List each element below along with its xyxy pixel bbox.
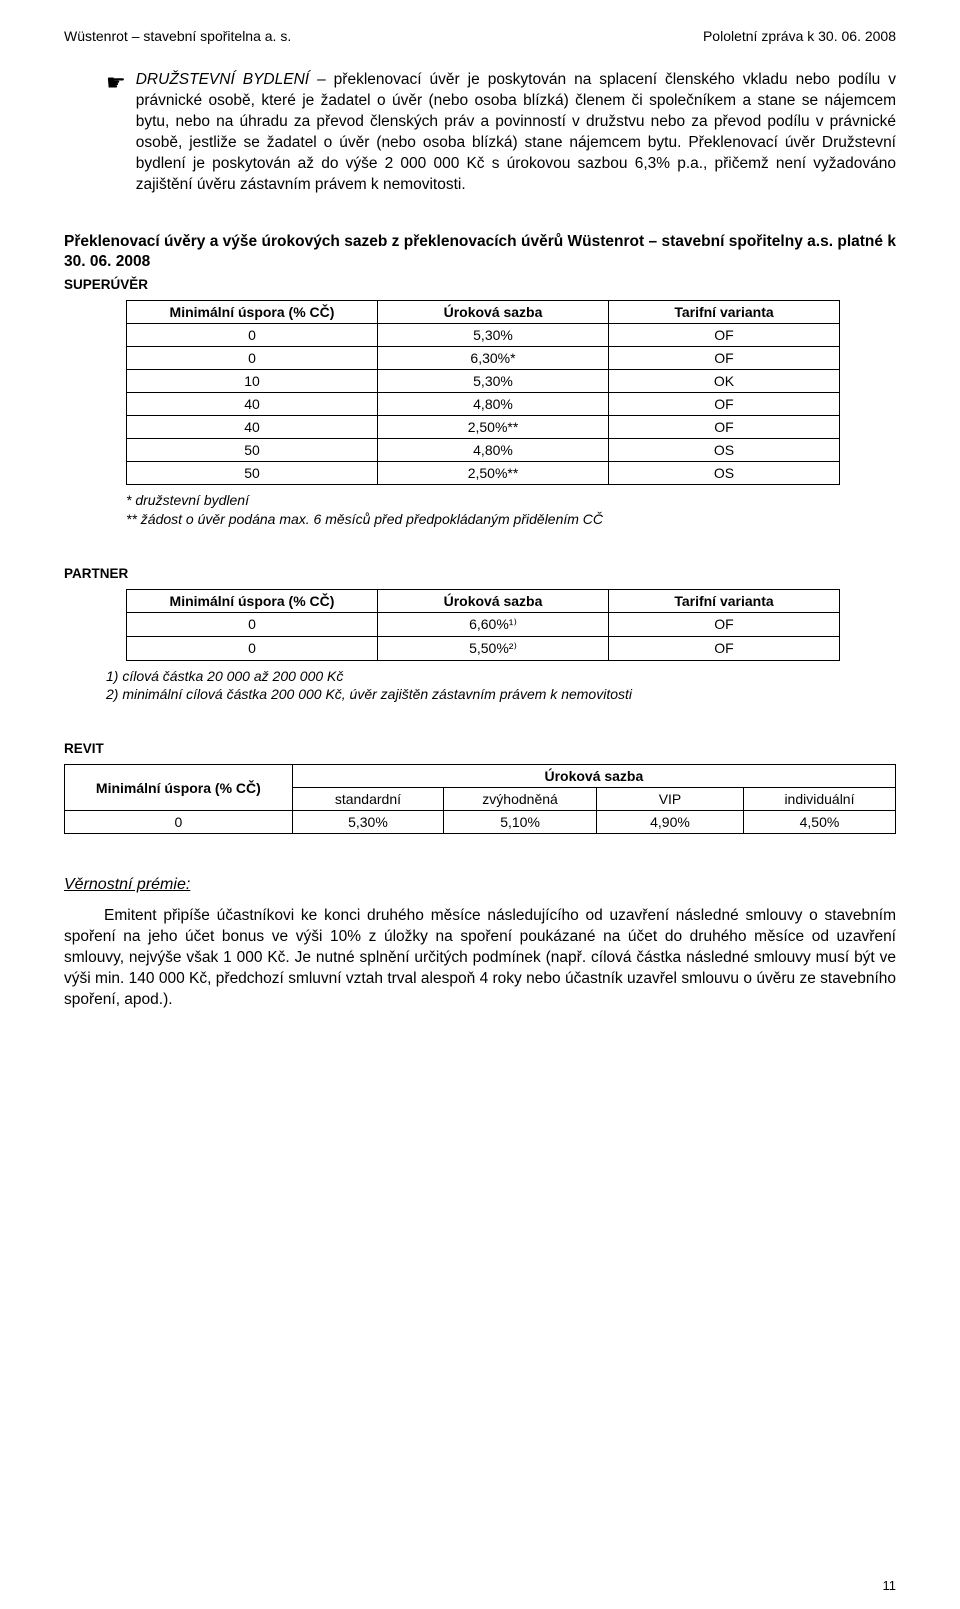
partner-label: PARTNER: [64, 566, 896, 581]
partner-footnotes: 1) cílová částka 20 000 až 200 000 Kč 2)…: [106, 667, 896, 703]
revit-col-rate: Úroková sazba: [292, 765, 895, 788]
table-cell: OK: [609, 370, 840, 393]
bullet-paragraph: ☛ DRUŽSTEVNÍ BYDLENÍ – překlenovací úvěr…: [106, 70, 896, 196]
page-header: Wüstenrot – stavební spořitelna a. s. Po…: [64, 28, 896, 44]
table-cell: OF: [609, 636, 840, 660]
revit-sub-3: individuální: [743, 788, 895, 811]
partner-foot2: 2) minimální cílová částka 200 000 Kč, ú…: [106, 685, 896, 703]
table-cell: 10: [127, 370, 378, 393]
partner-body: 06,60%¹⁾OF05,50%²⁾OF: [127, 612, 840, 660]
revit-sub-2: VIP: [597, 788, 744, 811]
bullet-rest: – překlenovací úvěr je poskytován na spl…: [136, 71, 896, 193]
partner-col-2: Tarifní varianta: [609, 589, 840, 612]
table-cell: 0: [127, 347, 378, 370]
revit-row-4: 4,50%: [743, 811, 895, 834]
table-cell: 5,30%: [378, 324, 609, 347]
table-row: 504,80%OS: [127, 439, 840, 462]
super-body: 05,30%OF06,30%*OF105,30%OK404,80%OF402,5…: [127, 324, 840, 485]
table-cell: OF: [609, 324, 840, 347]
super-foot2: ** žádost o úvěr podána max. 6 měsíců př…: [126, 510, 896, 528]
table-cell: 6,30%*: [378, 347, 609, 370]
revit-row-0: 0: [65, 811, 293, 834]
table-row: 06,30%*OF: [127, 347, 840, 370]
super-footnotes: * družstevní bydlení ** žádost o úvěr po…: [126, 491, 896, 527]
table-cell: OF: [609, 393, 840, 416]
revit-table: Minimální úspora (% CČ) Úroková sazba st…: [64, 764, 896, 834]
table-cell: 50: [127, 462, 378, 485]
table-cell: 40: [127, 416, 378, 439]
pointing-hand-icon: ☛: [106, 72, 126, 94]
revit-row-3: 4,90%: [597, 811, 744, 834]
super-foot1: * družstevní bydlení: [126, 491, 896, 509]
table-cell: 4,80%: [378, 439, 609, 462]
table-row: 502,50%**OS: [127, 462, 840, 485]
superuver-label: SUPERÚVĚR: [64, 277, 896, 292]
table-cell: 6,60%¹⁾: [378, 612, 609, 636]
table-cell: OS: [609, 462, 840, 485]
table-cell: 4,80%: [378, 393, 609, 416]
bullet-lead: DRUŽSTEVNÍ BYDLENÍ: [136, 71, 309, 88]
header-left: Wüstenrot – stavební spořitelna a. s.: [64, 28, 291, 44]
revit-row-2: 5,10%: [444, 811, 597, 834]
table-cell: OF: [609, 416, 840, 439]
header-right: Pololetní zpráva k 30. 06. 2008: [703, 28, 896, 44]
table-row: 404,80%OF: [127, 393, 840, 416]
table-cell: 2,50%**: [378, 462, 609, 485]
vernost-paragraph: Emitent připíše účastníkovi ke konci dru…: [64, 906, 896, 1011]
table-cell: 0: [127, 612, 378, 636]
bullet-text: DRUŽSTEVNÍ BYDLENÍ – překlenovací úvěr j…: [136, 70, 896, 196]
revit-row-1: 5,30%: [292, 811, 443, 834]
revit-label: REVIT: [64, 741, 896, 756]
partner-table: Minimální úspora (% CČ) Úroková sazba Ta…: [126, 589, 840, 661]
partner-foot1: 1) cílová částka 20 000 až 200 000 Kč: [106, 667, 896, 685]
partner-col-0: Minimální úspora (% CČ): [127, 589, 378, 612]
table-cell: 50: [127, 439, 378, 462]
table-cell: 40: [127, 393, 378, 416]
table-cell: 5,50%²⁾: [378, 636, 609, 660]
table-cell: 0: [127, 324, 378, 347]
vernost-title: Věrnostní prémie:: [64, 876, 896, 894]
page-number: 11: [883, 1578, 897, 1593]
revit-col-min: Minimální úspora (% CČ): [65, 765, 293, 811]
table-row: 05,30%OF: [127, 324, 840, 347]
table-row: 06,60%¹⁾OF: [127, 612, 840, 636]
table-row: 402,50%**OF: [127, 416, 840, 439]
table-cell: 0: [127, 636, 378, 660]
table-cell: OF: [609, 612, 840, 636]
superuver-table: Minimální úspora (% CČ) Úroková sazba Ta…: [126, 300, 840, 485]
super-col-2: Tarifní varianta: [609, 301, 840, 324]
revit-sub-0: standardní: [292, 788, 443, 811]
table-cell: OF: [609, 347, 840, 370]
table-cell: 5,30%: [378, 370, 609, 393]
super-col-1: Úroková sazba: [378, 301, 609, 324]
table-cell: OS: [609, 439, 840, 462]
revit-sub-1: zvýhodněná: [444, 788, 597, 811]
table-cell: 2,50%**: [378, 416, 609, 439]
section-heading: Překlenovací úvěry a výše úrokových saze…: [64, 232, 896, 274]
super-col-0: Minimální úspora (% CČ): [127, 301, 378, 324]
partner-col-1: Úroková sazba: [378, 589, 609, 612]
table-row: 105,30%OK: [127, 370, 840, 393]
table-row: 05,50%²⁾OF: [127, 636, 840, 660]
